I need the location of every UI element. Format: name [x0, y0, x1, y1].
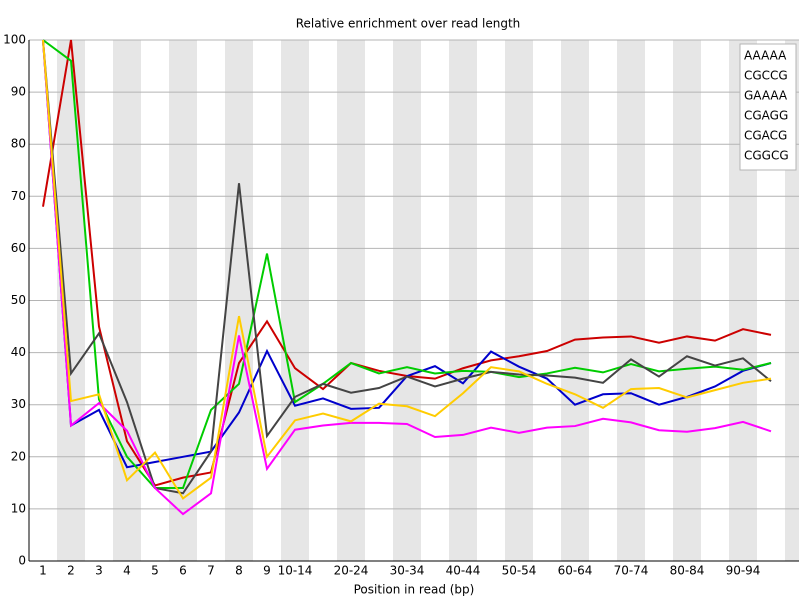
y-tick-label: 30: [11, 397, 26, 411]
legend-entry: AAAAA: [744, 49, 787, 63]
series-line: [42, 39, 772, 495]
y-tick-label: 90: [11, 85, 26, 99]
x-tick-label: 2: [67, 564, 75, 578]
x-tick-label: 5: [151, 564, 159, 578]
legend-entry: GAAAA: [744, 89, 788, 103]
y-tick-label: 10: [11, 501, 26, 515]
y-tick-label: 60: [11, 241, 26, 255]
legend-box: [739, 43, 797, 171]
y-tick-label: 80: [11, 137, 26, 151]
x-tick-label: 8: [235, 564, 243, 578]
x-tick-label: 80-84: [670, 564, 705, 578]
x-tick-label: 6: [179, 564, 187, 578]
x-axis-label: Position in read (bp): [354, 583, 475, 597]
legend-entry: CGAGG: [744, 109, 788, 123]
series-line: [42, 39, 772, 490]
x-tick-label: 3: [95, 564, 103, 578]
x-tick-label: 60-64: [558, 564, 593, 578]
legend-entry: CGGCG: [744, 149, 789, 163]
legend-entry: CGCCG: [744, 69, 788, 83]
legend-entry: CGACG: [744, 129, 787, 143]
y-tick-label: 40: [11, 345, 26, 359]
y-tick-label: 70: [11, 189, 26, 203]
x-tick-label: 20-24: [334, 564, 369, 578]
series-line: [42, 39, 772, 500]
x-tick-label: 70-74: [614, 564, 649, 578]
y-tick-label: 50: [11, 293, 26, 307]
y-tick-label: 0: [18, 554, 26, 568]
x-tick-label: 50-54: [502, 564, 537, 578]
y-tick-label: 20: [11, 449, 26, 463]
x-tick-label: 1: [39, 564, 47, 578]
y-tick-label: 100: [3, 33, 26, 47]
x-tick-label: 9: [263, 564, 271, 578]
chart-title: Relative enrichment over read length: [296, 17, 521, 31]
x-tick-label: 90-94: [726, 564, 761, 578]
x-tick-label: 4: [123, 564, 131, 578]
x-tick-label: 7: [207, 564, 215, 578]
x-tick-label: 40-44: [446, 564, 481, 578]
series-line: [42, 39, 772, 516]
x-tick-label: 10-14: [278, 564, 313, 578]
x-tick-label: 30-34: [390, 564, 425, 578]
